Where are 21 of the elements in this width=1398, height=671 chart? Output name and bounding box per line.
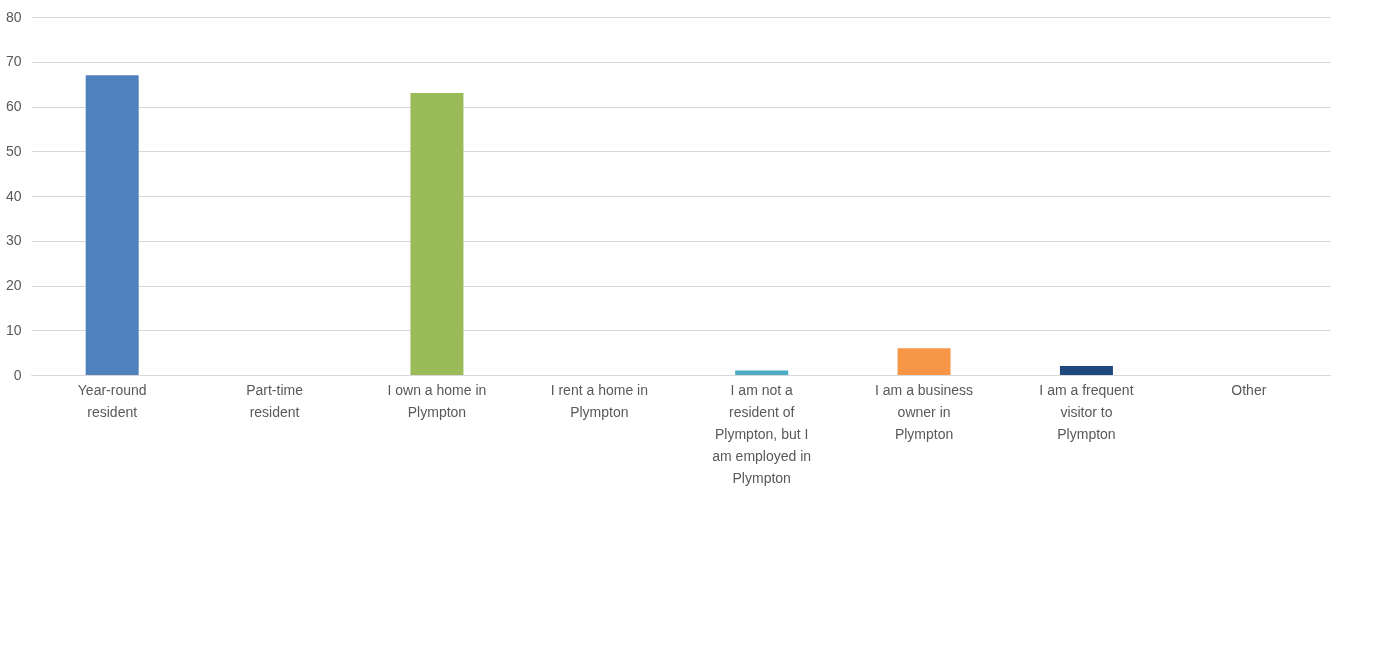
x-tick-label: I am not a resident of Plympton, but I am employed in Plympton xyxy=(712,381,812,486)
bar xyxy=(897,348,951,375)
y-tick-label: 10 xyxy=(5,321,22,338)
y-tick-label: 0 xyxy=(13,366,22,383)
x-tick-label: I am a business owner in Plympton xyxy=(875,381,974,442)
bar xyxy=(1059,366,1113,375)
y-tick-label: 20 xyxy=(5,277,22,293)
x-tick-label: I rent a home in Plympton xyxy=(550,381,648,420)
y-tick-label: 40 xyxy=(5,187,22,204)
x-tick-label: I own a home in Plympton xyxy=(387,381,487,420)
bar xyxy=(410,93,464,375)
y-tick-label: 30 xyxy=(5,232,22,249)
x-tick-label: Year-round resident xyxy=(77,381,147,420)
x-tick-label: Other xyxy=(1231,381,1267,398)
y-tick-label: 80 xyxy=(5,8,22,25)
y-tick-label: 70 xyxy=(5,53,22,70)
x-tick-label: I am a frequent visitor to Plympton xyxy=(1039,381,1134,442)
y-tick-label: 50 xyxy=(5,142,22,159)
y-tick-label: 60 xyxy=(5,98,22,114)
bar xyxy=(85,75,139,375)
x-tick-label: Part-time resident xyxy=(246,381,304,420)
